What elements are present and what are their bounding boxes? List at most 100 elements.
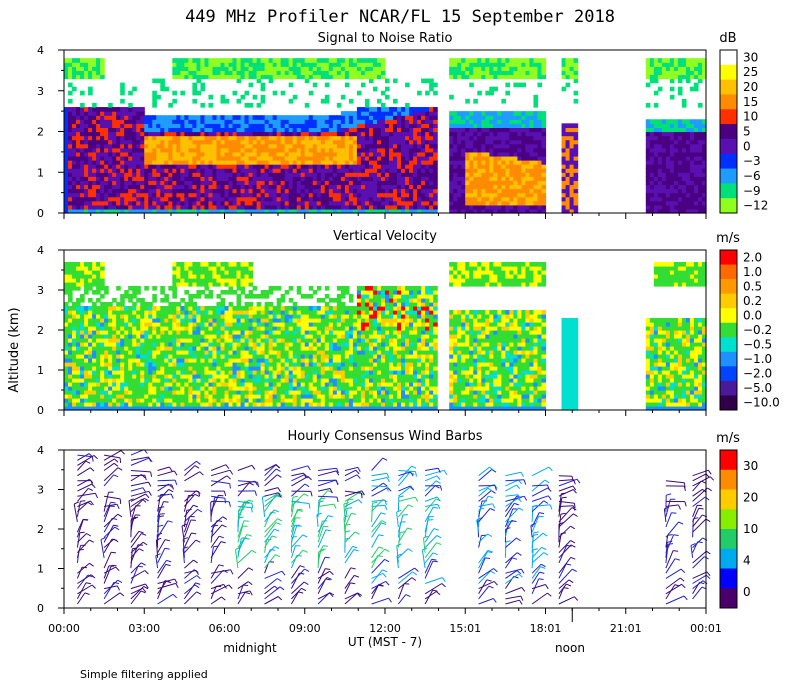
vv-cell: [84, 390, 89, 395]
snr-cell: [533, 188, 539, 194]
snr-cell: [380, 192, 386, 198]
snr-cell: [344, 123, 350, 129]
snr-cell: [689, 70, 695, 76]
snr-cell: [541, 143, 547, 149]
snr-cell: [677, 139, 683, 145]
snr-cell: [72, 143, 77, 149]
snr-cell: [308, 135, 314, 141]
snr-cell: [348, 111, 354, 116]
snr-cell: [80, 172, 85, 177]
snr-cell: [413, 204, 418, 210]
snr-cell: [180, 204, 185, 210]
snr-cell: [156, 196, 161, 202]
snr-cell: [348, 180, 354, 186]
vv-cell: [96, 386, 101, 391]
vv-cell: [92, 398, 97, 403]
snr-cell: [693, 119, 699, 124]
vv-cell: [156, 402, 161, 407]
snr-cell: [380, 164, 386, 169]
snr-cell: [168, 196, 173, 202]
snr-cell: [124, 192, 129, 198]
snr-cell: [252, 184, 258, 190]
vv-cell: [68, 370, 73, 375]
vv-cell: [140, 330, 145, 335]
snr-cell: [280, 115, 286, 120]
snr-cell: [689, 58, 695, 63]
vv-cell: [148, 406, 153, 411]
snr-cell: [453, 139, 458, 145]
snr-cell: [304, 180, 310, 186]
snr-cell: [156, 184, 161, 190]
snr-cell: [389, 143, 394, 149]
vv-cell: [164, 294, 169, 299]
vv-cell: [172, 310, 177, 315]
vv-cell: [88, 378, 93, 383]
snr-cell: [332, 200, 338, 206]
snr-cell: [525, 111, 531, 116]
snr-cell: [457, 70, 462, 76]
snr-cell: [260, 147, 266, 153]
snr-cell: [521, 62, 527, 67]
vv-cell: [100, 302, 105, 307]
snr-cell: [64, 62, 69, 67]
snr-cell: [272, 147, 278, 153]
vv-cell: [108, 350, 113, 355]
snr-cell: [196, 172, 202, 177]
vv-cell: [120, 298, 125, 303]
snr-cell: [380, 172, 386, 177]
snr-cell: [236, 192, 242, 198]
snr-cell: [665, 192, 671, 198]
snr-cell: [96, 119, 101, 124]
snr-cell: [228, 143, 234, 149]
snr-cell: [425, 119, 430, 124]
snr-cell: [465, 151, 470, 157]
snr-cell: [389, 151, 394, 157]
vv-cell: [112, 330, 117, 335]
vv-cell: [156, 318, 161, 323]
snr-cell: [368, 208, 374, 214]
snr-cell: [477, 155, 482, 161]
snr-cell: [352, 74, 358, 80]
snr-cell: [649, 70, 655, 76]
snr-cell: [352, 192, 358, 198]
snr-cell: [296, 131, 302, 137]
vv-cell: [120, 370, 125, 375]
snr-cell: [152, 155, 157, 161]
snr-cell: [352, 168, 358, 173]
snr-cell: [140, 192, 145, 198]
snr-cell: [308, 188, 314, 194]
vv-cell: [152, 334, 157, 339]
snr-cell: [417, 200, 422, 206]
snr-cell: [96, 111, 101, 116]
snr-cell: [677, 155, 683, 161]
vv-cell: [68, 382, 73, 387]
snr-cell: [561, 196, 567, 202]
snr-cell: [300, 119, 306, 124]
snr-cell: [493, 127, 498, 133]
snr-cell: [196, 180, 202, 186]
snr-cell: [208, 168, 214, 173]
snr-cell: [413, 151, 418, 157]
snr-cell: [465, 98, 470, 104]
snr-cell: [264, 62, 270, 67]
snr-cell: [100, 119, 105, 124]
vv-cell: [92, 378, 97, 383]
snr-cell: [228, 127, 234, 133]
snr-cell: [172, 66, 177, 71]
vv-cell: [116, 318, 121, 323]
snr-cell: [501, 98, 506, 104]
vv-cell: [88, 398, 93, 403]
snr-cell: [184, 135, 189, 141]
snr-cell: [196, 119, 202, 124]
snr-cell: [697, 119, 703, 124]
snr-cell: [376, 139, 382, 145]
snr-cell: [72, 200, 77, 206]
snr-cell: [413, 143, 418, 149]
snr-cell: [473, 204, 478, 210]
snr-cell: [204, 70, 210, 76]
snr-cell: [112, 135, 117, 141]
snr-cell: [84, 188, 89, 194]
snr-cell: [96, 139, 101, 145]
snr-cell: [473, 176, 478, 181]
snr-cell: [645, 62, 651, 67]
